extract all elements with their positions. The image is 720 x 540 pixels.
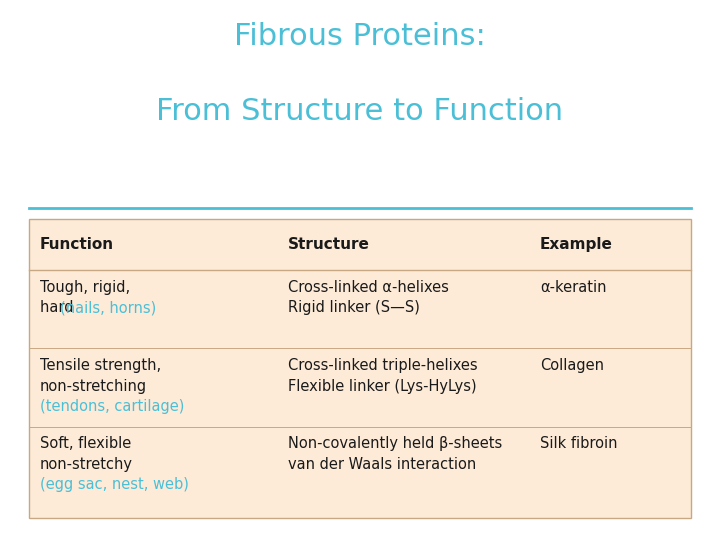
Text: (tendons, cartilage): (tendons, cartilage) — [40, 399, 184, 414]
Text: From Structure to Function: From Structure to Function — [156, 97, 564, 126]
FancyBboxPatch shape — [29, 219, 691, 518]
Text: (nails, horns): (nails, horns) — [60, 300, 157, 315]
Text: hard: hard — [40, 300, 78, 315]
Text: Tough, rigid,: Tough, rigid, — [40, 280, 130, 295]
Text: Collagen: Collagen — [540, 358, 604, 373]
Text: α-keratin: α-keratin — [540, 280, 606, 295]
Text: Function: Function — [40, 237, 114, 252]
Text: non-stretchy: non-stretchy — [40, 457, 132, 472]
Text: (egg sac, nest, web): (egg sac, nest, web) — [40, 477, 189, 492]
Text: Structure: Structure — [288, 237, 370, 252]
Text: Cross-linked α-helixes: Cross-linked α-helixes — [288, 280, 449, 295]
Text: Cross-linked triple-helixes: Cross-linked triple-helixes — [288, 358, 477, 373]
Text: Silk fibroin: Silk fibroin — [540, 436, 618, 451]
Text: Tensile strength,: Tensile strength, — [40, 358, 161, 373]
Text: Rigid linker (S—S): Rigid linker (S—S) — [288, 300, 420, 315]
Text: Flexible linker (Lys-HyLys): Flexible linker (Lys-HyLys) — [288, 379, 477, 394]
Text: Fibrous Proteins:: Fibrous Proteins: — [234, 22, 486, 51]
Text: Soft, flexible: Soft, flexible — [40, 436, 131, 451]
Text: van der Waals interaction: van der Waals interaction — [288, 457, 476, 472]
Text: Example: Example — [540, 237, 613, 252]
Text: non-stretching: non-stretching — [40, 379, 147, 394]
Text: Non-covalently held β-sheets: Non-covalently held β-sheets — [288, 436, 503, 451]
